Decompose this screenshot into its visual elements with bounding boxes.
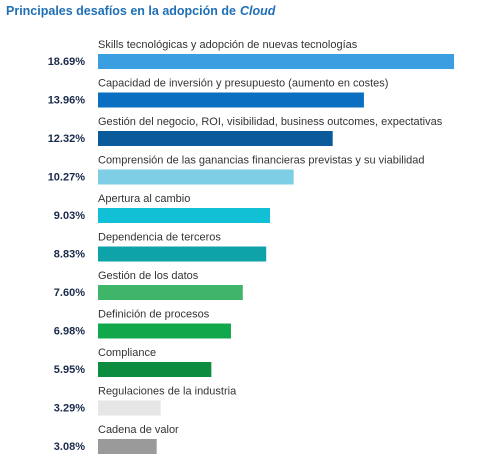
value-label: 3.29% xyxy=(54,402,85,414)
value-label: 8.83% xyxy=(54,248,85,260)
bar xyxy=(98,54,455,69)
bar xyxy=(98,439,157,454)
category-label: Definición de procesos xyxy=(98,308,210,320)
value-label: 9.03% xyxy=(54,210,85,222)
bar xyxy=(98,323,231,339)
value-label: 18.69% xyxy=(48,56,86,68)
bar xyxy=(98,362,212,377)
category-label: Apertura al cambio xyxy=(98,193,190,205)
value-label: 7.60% xyxy=(54,287,85,299)
value-label: 10.27% xyxy=(48,171,86,183)
bar xyxy=(98,169,294,185)
category-label: Regulaciones de la industria xyxy=(98,385,237,397)
category-label: Skills tecnológicas y adopción de nuevas… xyxy=(98,39,358,51)
category-label: Cadena de valor xyxy=(98,424,179,436)
bar xyxy=(98,208,271,223)
category-label: Capacidad de inversión y presupuesto (au… xyxy=(98,77,388,89)
category-label: Dependencia de terceros xyxy=(98,231,221,243)
value-label: 13.96% xyxy=(48,94,86,106)
category-label: Gestión del negocio, ROI, visibilidad, b… xyxy=(98,116,443,128)
chart-title: Principales desafíos en la adopción de Cl… xyxy=(6,4,276,18)
value-label: 5.95% xyxy=(54,364,85,376)
category-label: Comprensión de las ganancias financieras… xyxy=(98,154,425,166)
bar xyxy=(98,131,333,146)
bar xyxy=(98,285,243,300)
bar xyxy=(98,92,364,108)
value-label: 3.08% xyxy=(54,441,85,453)
title-text: Principales desafíos en la adopción de xyxy=(6,4,236,18)
value-label: 6.98% xyxy=(54,325,85,337)
value-label: 12.32% xyxy=(48,133,86,145)
title-emphasis: Cloud xyxy=(240,4,276,18)
bar xyxy=(98,246,267,262)
bar xyxy=(98,400,161,416)
category-label: Gestión de los datos xyxy=(98,270,199,282)
category-label: Compliance xyxy=(98,347,156,359)
